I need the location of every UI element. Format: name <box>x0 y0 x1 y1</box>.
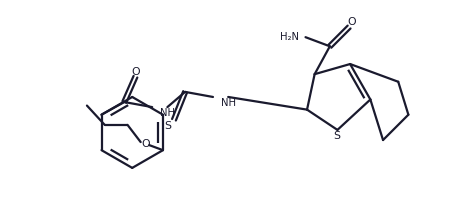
Text: O: O <box>131 67 140 77</box>
Text: NH: NH <box>221 98 236 108</box>
Text: O: O <box>141 139 149 149</box>
Text: NH: NH <box>160 108 175 118</box>
Text: S: S <box>333 131 340 141</box>
Text: H₂N: H₂N <box>281 32 299 42</box>
Text: S: S <box>165 121 171 131</box>
Text: O: O <box>348 17 356 27</box>
